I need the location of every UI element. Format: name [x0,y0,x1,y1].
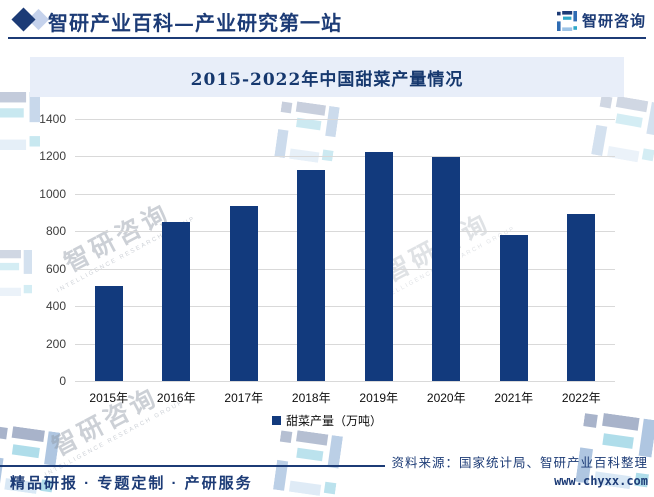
y-axis-tick-label: 200 [45,336,66,351]
gridline-800 [75,231,615,233]
chart-legend[interactable]: 甜菜产量（万吨） [0,412,654,429]
x-axis-tick-label: 2016年 [156,391,196,405]
x-axis-tick-label: 2019年 [359,391,399,405]
x-axis-tick-label: 2020年 [426,391,466,405]
gridline-200 [75,343,615,345]
y-axis-tick-label: 800 [45,224,66,239]
chart-title-banner: 2015-2022年中国甜菜产量情况 [30,57,624,97]
chart-title: 2015-2022年中国甜菜产量情况 [190,69,464,90]
x-axis-tick-label: 2017年 [224,391,264,405]
bar-2016年[interactable] [162,221,191,381]
source-block: 资料来源：国家统计局、智研产业百科整理 www.chyxx.com [391,452,648,488]
bar-2021年[interactable] [499,235,528,381]
x-axis-tick-label: 2018年 [291,391,331,405]
bar-2020年[interactable] [432,157,461,381]
gridline-1000 [75,193,615,195]
data-source: 资料来源：国家统计局、智研产业百科整理 [391,456,648,470]
gridline-600 [75,268,615,270]
bar-2019年[interactable] [364,151,393,381]
header: 智研产业百科—产业研究第一站 智研咨询 [0,0,654,40]
x-axis-tick-label: 2015年 [89,391,129,405]
gridline-1200 [75,156,615,158]
footer-services: 精品研报 · 专题定制 · 产研服务 [10,475,253,492]
y-axis-tick-label: 1000 [39,186,66,201]
bar-chart-plot-area: 0 200 400 600 800 1000 1200 1400 2015年 2016年 2017年… [39,112,615,405]
y-axis-tick-label: 1400 [39,112,66,126]
y-axis-tick-label: 400 [45,299,66,314]
diamond-logo-icon [11,7,52,32]
y-axis-tick-label: 600 [45,261,66,276]
bar-2015年[interactable] [94,285,123,381]
brand-logo-icon [557,11,577,31]
website-link[interactable]: www.chyxx.com [554,474,648,488]
x-axis-tick-label: 2021年 [494,391,534,405]
y-axis-tick-label: 0 [59,374,66,388]
legend-label: 甜菜产量（万吨） [285,414,382,428]
brand[interactable]: 智研咨询 [557,10,646,31]
watermark-logo [273,428,343,497]
bar-2018年[interactable] [297,170,326,381]
bar-2017年[interactable] [229,206,258,381]
y-axis-tick-label: 1200 [39,149,66,164]
gridline-0 [75,381,615,382]
site-title: 智研产业百科—产业研究第一站 [48,11,342,35]
gridline-400 [75,306,615,308]
footer-divider [0,465,385,467]
bar-2022年[interactable] [567,214,596,381]
x-axis-tick-label: 2022年 [561,391,601,405]
header-divider [8,37,646,39]
brand-name: 智研咨询 [581,13,646,30]
gridline-1400 [75,119,615,120]
legend-swatch [271,416,281,425]
